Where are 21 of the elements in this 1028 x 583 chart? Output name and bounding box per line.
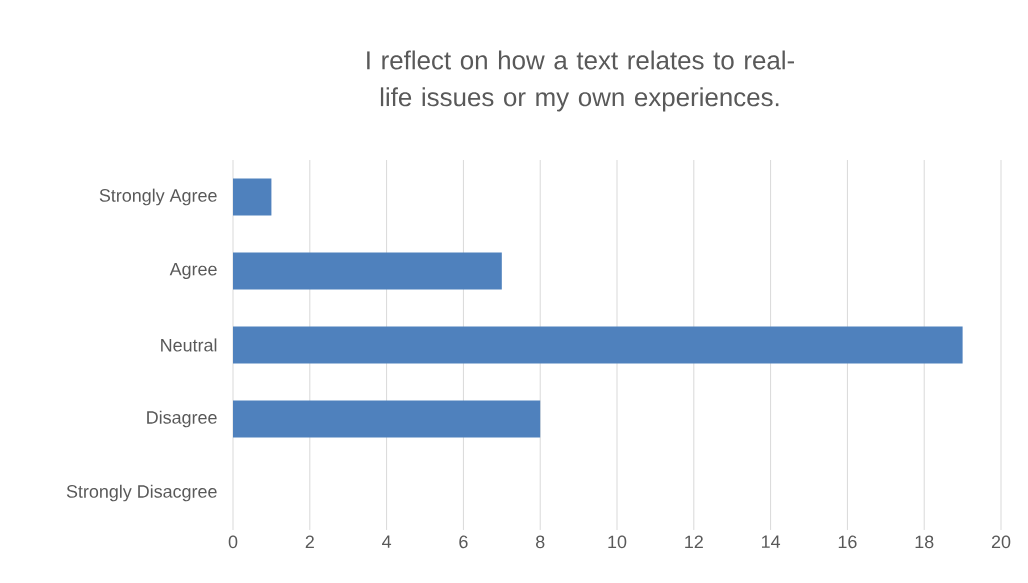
- x-tick-label: 6: [459, 535, 468, 549]
- y-tick-label: Agree: [169, 262, 217, 280]
- x-tick-label: 20: [991, 535, 1011, 549]
- y-tick-label: Strongly Disacgree: [66, 484, 217, 502]
- x-tick-label: 14: [761, 535, 781, 548]
- bar: [233, 252, 502, 290]
- y-tick-label: Disagree: [147, 410, 217, 428]
- chart-title: I reflect on how a text relates to real-life issues or my own experiences.: [367, 50, 795, 112]
- bar: [233, 178, 272, 216]
- y-tick-label: Strongly Agree: [99, 188, 217, 206]
- x-tick-label: 8: [536, 535, 545, 549]
- x-tick-label: 0: [228, 535, 238, 549]
- x-tick-label: 4: [382, 535, 392, 548]
- bar: [233, 400, 541, 438]
- x-tick-label: 10: [608, 535, 627, 549]
- x-tick-label: 2: [305, 535, 314, 549]
- x-tick-label: 12: [685, 535, 703, 549]
- y-tick-label: Neutral: [161, 338, 217, 352]
- bar: [233, 326, 963, 364]
- x-tick-label: 16: [838, 535, 857, 549]
- x-tick-label: 18: [915, 535, 934, 549]
